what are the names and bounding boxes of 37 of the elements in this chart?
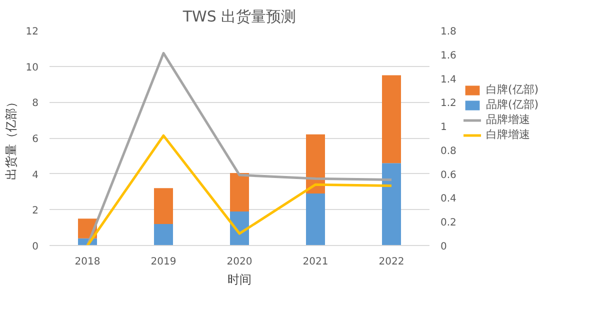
y-tick-label: 8 [32,98,39,110]
y2-tick-label: 0 [440,242,447,252]
bar [382,75,401,164]
bar [154,188,173,224]
legend-label: 白牌增速 [486,127,530,142]
y-tick-label: 12 [26,26,39,38]
y2-tick-label: 1.4 [440,74,456,86]
y2-tick-label: 1.6 [440,50,456,62]
y2-tick-label: 0.6 [440,170,456,181]
line-series [86,52,393,246]
y2-tick-label: 1.8 [440,26,456,38]
y-axis-title: 出货量（亿部） [4,96,18,180]
bar [382,163,401,246]
bar [306,194,325,246]
chart-title: TWS 出货量预测 [182,8,296,26]
y-tick-label: 6 [32,134,39,145]
y2-tick-label: 0.2 [440,218,456,229]
legend-label: 品牌(亿部) [486,97,539,112]
y-tick-label: 4 [32,170,39,181]
x-tick-label: 2022 [378,256,404,268]
y-tick-label: 10 [26,62,39,74]
x-tick-label: 2018 [74,256,100,268]
y2-tick-label: 0.4 [440,194,456,205]
x-tick-label: 2021 [302,256,328,268]
y-tick-label: 2 [32,206,39,217]
bar [154,224,173,246]
bar [230,172,249,212]
x-tick-label: 2020 [226,256,252,268]
y2-tick-label: 1 [440,122,447,134]
legend-label: 白牌(亿部) [486,82,539,98]
x-axis-title: 时间 [228,272,252,286]
y-tick-label: 0 [32,242,39,252]
y2-tick-label: 0.8 [440,146,456,157]
line-series [86,134,393,246]
x-tick-label: 2019 [150,256,176,268]
y2-tick-label: 1.2 [440,98,456,110]
legend-label: 品牌增速 [486,112,530,128]
